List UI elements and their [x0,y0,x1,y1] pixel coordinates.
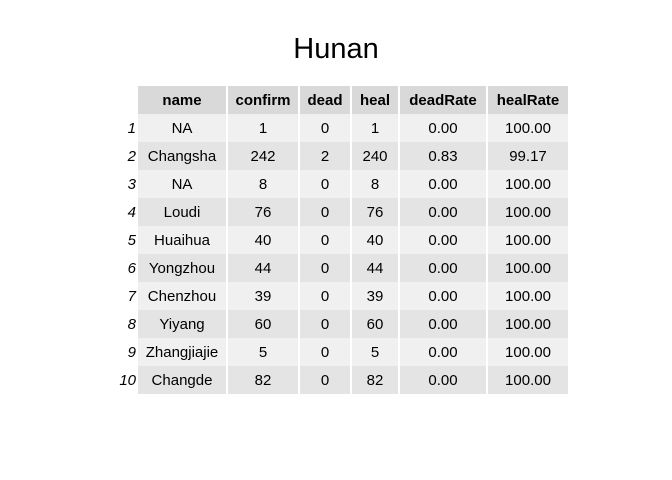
cell-healRate: 100.00 [488,114,568,142]
cell-confirm: 60 [228,310,298,338]
table-row: 5 Huaihua 40 0 40 0.00 100.00 [112,226,568,254]
table-row: 8 Yiyang 60 0 60 0.00 100.00 [112,310,568,338]
cell-deadRate: 0.83 [400,142,486,170]
cell-heal: 60 [352,310,398,338]
row-label: 7 [127,287,136,305]
table-row: 9 Zhangjiajie 5 0 5 0.00 100.00 [112,338,568,366]
cell-deadRate: 0.00 [400,310,486,338]
column-header-healRate: healRate [488,86,568,114]
cell-deadRate: 0.00 [400,198,486,226]
cell-name: Zhangjiajie [138,338,226,366]
table-row: 10 Changde 82 0 82 0.00 100.00 [112,366,568,394]
cell-dead: 0 [300,338,350,366]
table-row: 2 Changsha 242 2 240 0.83 99.17 [112,142,568,170]
cell-name: Chenzhou [138,282,226,310]
cell-name: NA [138,170,226,198]
cell-name: Yiyang [138,310,226,338]
cell-confirm: 242 [228,142,298,170]
column-header-heal: heal [352,86,398,114]
cell-healRate: 100.00 [488,170,568,198]
cell-confirm: 1 [228,114,298,142]
cell-dead: 0 [300,310,350,338]
table-row: 4 Loudi 76 0 76 0.00 100.00 [112,198,568,226]
cell-confirm: 40 [228,226,298,254]
column-header-dead: dead [300,86,350,114]
cell-name: Yongzhou [138,254,226,282]
row-label: 10 [119,371,136,389]
cell-deadRate: 0.00 [400,282,486,310]
cell-name: Huaihua [138,226,226,254]
header-row: name confirm dead heal deadRate healRate [112,86,568,114]
row-label: 5 [127,231,136,249]
cell-name: Changsha [138,142,226,170]
cell-heal: 5 [352,338,398,366]
column-header-confirm: confirm [228,86,298,114]
cell-dead: 2 [300,142,350,170]
cell-dead: 0 [300,282,350,310]
table-row: 6 Yongzhou 44 0 44 0.00 100.00 [112,254,568,282]
cell-heal: 1 [352,114,398,142]
cell-dead: 0 [300,366,350,394]
cell-heal: 44 [352,254,398,282]
cell-dead: 0 [300,254,350,282]
cell-name: NA [138,114,226,142]
cell-dead: 0 [300,226,350,254]
data-table: name confirm dead heal deadRate healRate… [110,86,570,394]
cell-healRate: 100.00 [488,254,568,282]
cell-heal: 40 [352,226,398,254]
cell-heal: 240 [352,142,398,170]
row-label: 6 [127,259,136,277]
cell-healRate: 100.00 [488,338,568,366]
corner-cell [112,86,136,114]
row-label: 2 [127,147,136,165]
cell-dead: 0 [300,198,350,226]
row-label: 1 [127,119,136,137]
row-label: 8 [127,315,136,333]
cell-heal: 76 [352,198,398,226]
cell-deadRate: 0.00 [400,254,486,282]
row-label: 4 [127,203,136,221]
cell-healRate: 100.00 [488,282,568,310]
cell-confirm: 8 [228,170,298,198]
table-body: 1 NA 1 0 1 0.00 100.00 2 Changsha 242 2 240 0.83 99.1… [112,114,568,394]
column-header-name: name [138,86,226,114]
cell-heal: 8 [352,170,398,198]
cell-name: Changde [138,366,226,394]
cell-deadRate: 0.00 [400,226,486,254]
column-header-deadRate: deadRate [400,86,486,114]
cell-confirm: 5 [228,338,298,366]
cell-healRate: 100.00 [488,198,568,226]
table-row: 7 Chenzhou 39 0 39 0.00 100.00 [112,282,568,310]
row-label: 9 [127,343,136,361]
cell-deadRate: 0.00 [400,114,486,142]
cell-deadRate: 0.00 [400,170,486,198]
cell-heal: 82 [352,366,398,394]
cell-heal: 39 [352,282,398,310]
cell-confirm: 44 [228,254,298,282]
cell-dead: 0 [300,114,350,142]
table-row: 1 NA 1 0 1 0.00 100.00 [112,114,568,142]
table-row: 3 NA 8 0 8 0.00 100.00 [112,170,568,198]
cell-healRate: 100.00 [488,226,568,254]
cell-dead: 0 [300,170,350,198]
cell-healRate: 100.00 [488,366,568,394]
cell-confirm: 76 [228,198,298,226]
cell-deadRate: 0.00 [400,366,486,394]
cell-healRate: 100.00 [488,310,568,338]
chart-title: Hunan [293,33,379,65]
cell-confirm: 82 [228,366,298,394]
cell-healRate: 99.17 [488,142,568,170]
cell-deadRate: 0.00 [400,338,486,366]
cell-name: Loudi [138,198,226,226]
cell-confirm: 39 [228,282,298,310]
row-label: 3 [127,175,136,193]
